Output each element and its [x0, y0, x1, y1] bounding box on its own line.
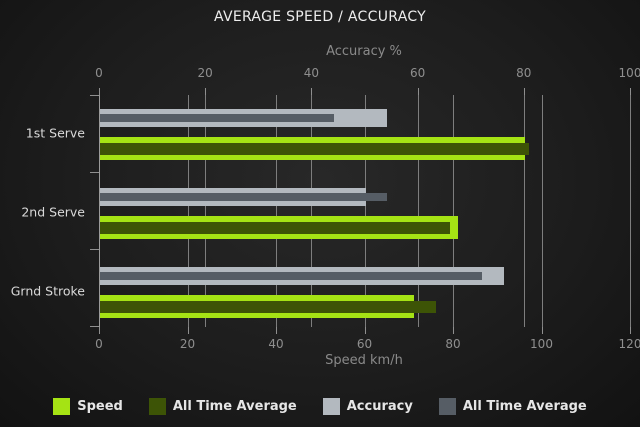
bottom-axis-gridline-120 [630, 95, 631, 327]
category-boundary-tick-1 [90, 172, 99, 173]
top-axis-tick-label-40: 40 [303, 66, 320, 80]
bottom-axis-gridline-20 [187, 95, 189, 327]
bar-all-time-average-speed-2nd-serve [100, 221, 450, 234]
top-axis-tick-label-100: 100 [618, 66, 640, 80]
top-axis-gridline-80 [523, 95, 525, 327]
top-axis-tick-label-80: 80 [516, 66, 532, 80]
top-axis-tick-20 [205, 88, 207, 95]
bottom-axis-title: Speed km/h [325, 353, 403, 368]
category-boundary-tick-2 [90, 249, 99, 250]
top-axis-gridline-40 [311, 95, 313, 327]
bottom-axis-gridline-100 [541, 95, 543, 327]
bottom-axis-gridline-80 [453, 95, 454, 327]
category-label-2nd-serve: 2nd Serve [21, 204, 85, 220]
category-boundary-tick-0 [90, 95, 99, 96]
top-axis-tick-0 [99, 88, 100, 95]
legend-label-all-time-average-3: All Time Average [462, 398, 587, 414]
bottom-axis-tick-label-60: 60 [356, 337, 373, 351]
top-axis-tick-40 [311, 88, 313, 95]
top-axis-tick-100 [630, 88, 631, 95]
legend-swatch-accuracy-2 [322, 397, 340, 415]
bottom-axis-tick-80 [453, 327, 454, 334]
legend-swatch-all-time-average-3 [438, 397, 456, 415]
legend-swatch-speed-0 [53, 397, 71, 415]
category-label-grnd-stroke: Grnd Stroke [10, 283, 85, 299]
top-axis-title: Accuracy % [326, 44, 402, 59]
bottom-axis-tick-label-100: 100 [530, 337, 553, 351]
category-boundary-tick-3 [90, 326, 99, 327]
bar-all-time-average-speed-grnd-stroke [100, 300, 437, 313]
bottom-axis-tick-100 [541, 327, 543, 334]
bar-all-time-average-accuracy-2nd-serve [100, 193, 387, 201]
top-axis-tick-label-0: 0 [95, 66, 103, 80]
bottom-axis-tick-label-0: 0 [95, 337, 103, 351]
top-axis-tick-80 [523, 88, 525, 95]
plot-area: 0 20 40 60 80 100 0 20 40 60 80 100 120 1st Serve 2nd … [11, 66, 640, 351]
category-label-1st-serve: 1st Serve [25, 125, 85, 141]
bar-all-time-average-speed-1st-serve [100, 142, 530, 155]
legend-label-accuracy-2: Accuracy [346, 398, 413, 414]
bottom-axis-tick-label-40: 40 [268, 337, 284, 351]
legend-label-speed-0: Speed [77, 398, 123, 414]
bottom-axis-tick-60 [364, 327, 366, 334]
chart-title: AVERAGE SPEED / ACCURACY [213, 9, 427, 25]
bottom-axis-tick-label-120: 120 [618, 337, 640, 351]
legend-label-all-time-average-1: All Time Average [172, 398, 297, 414]
bar-all-time-average-accuracy-1st-serve [100, 114, 334, 122]
legend-item-accuracy-2: Accuracy [322, 397, 413, 415]
legend-swatch-all-time-average-1 [148, 397, 166, 415]
bar-all-time-average-accuracy-grnd-stroke [100, 272, 483, 280]
legend-item-speed-0: Speed [53, 397, 123, 415]
legend-item-all-time-average-3: All Time Average [438, 397, 587, 415]
bottom-axis-tick-label-20: 20 [179, 337, 196, 351]
top-axis-gridline-60 [417, 95, 419, 327]
category-axis-line [99, 95, 100, 327]
top-axis-tick-label-60: 60 [409, 66, 426, 80]
bottom-axis-gridline-40 [276, 95, 277, 327]
chart-legend: Speed All Time Average Accuracy All Time Av… [0, 396, 640, 416]
bottom-axis-tick-label-80: 80 [445, 337, 461, 351]
top-axis-tick-60 [417, 88, 419, 95]
top-axis-tick-label-20: 20 [197, 66, 213, 80]
legend-item-all-time-average-1: All Time Average [148, 397, 297, 415]
bottom-axis-gridline-60 [364, 95, 366, 327]
bottom-axis-tick-20 [187, 327, 189, 334]
top-axis-gridline-20 [205, 95, 207, 327]
bottom-axis-tick-40 [276, 327, 277, 334]
bottom-axis-tick-120 [630, 327, 631, 334]
bottom-axis-tick-0 [99, 327, 100, 334]
